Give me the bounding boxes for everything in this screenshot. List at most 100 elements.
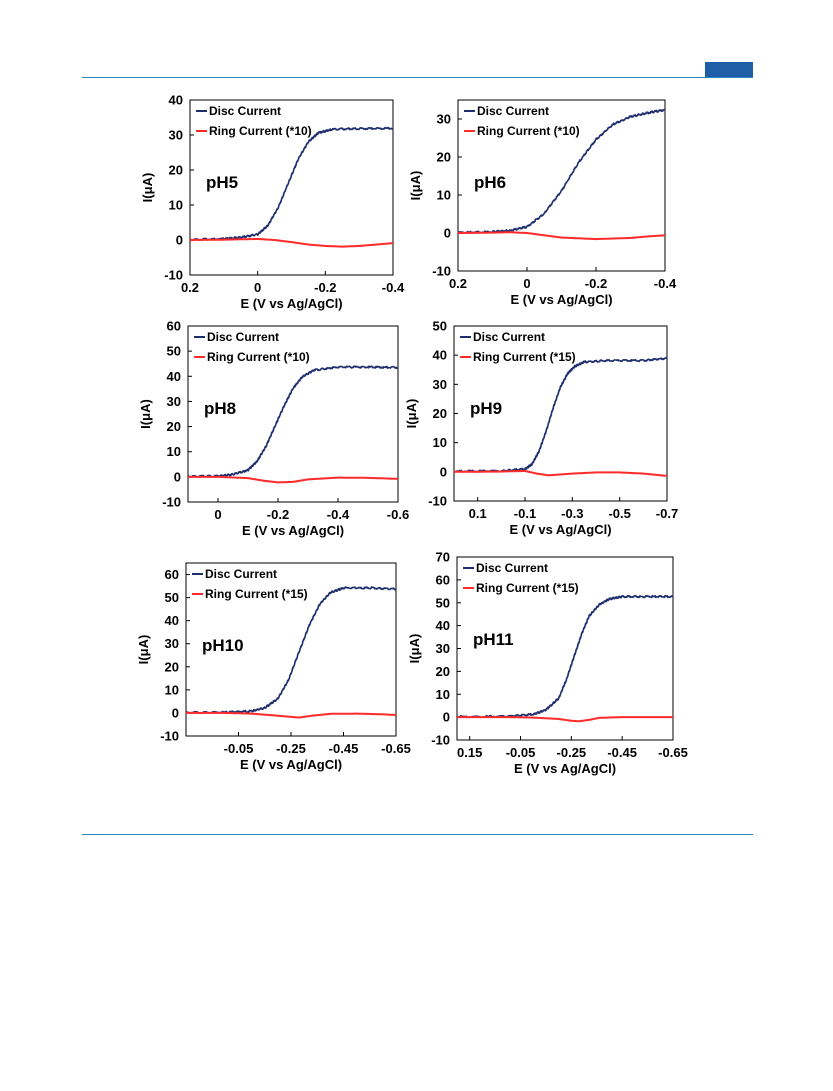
panel-label: pH5 (206, 173, 238, 192)
plot-frame (189, 99, 394, 276)
y-tick-label: -10 (164, 268, 183, 283)
legend-entry: Disc Current (477, 104, 549, 118)
x-tick-label: -0.05 (224, 741, 254, 756)
y-tick-label: 50 (433, 319, 447, 334)
y-axis-label: I(μA) (140, 173, 155, 203)
x-tick-label: -0.05 (506, 745, 536, 760)
header-tab (705, 62, 753, 77)
header-rule (82, 77, 753, 78)
y-tick-label: 30 (169, 128, 183, 143)
panel-label: pH11 (473, 630, 514, 649)
y-tick-label: 20 (169, 163, 183, 178)
legend-entry: Ring Current (*15) (205, 587, 308, 601)
y-axis-label: I(μA) (138, 399, 153, 429)
x-tick-label: -0.2 (585, 276, 607, 291)
panel-label: pH8 (204, 399, 236, 418)
legend-entry: Ring Current (*10) (207, 350, 310, 364)
y-tick-label: 40 (165, 613, 179, 628)
x-tick-label: 0.2 (181, 280, 199, 295)
y-tick-label: -10 (428, 494, 447, 509)
y-tick-label: 30 (437, 112, 451, 127)
x-tick-label: 0.15 (457, 745, 482, 760)
series-line-disc-current (185, 586, 397, 715)
x-tick-label: -0.4 (327, 507, 350, 522)
legend-entry: Ring Current (*10) (477, 124, 580, 138)
y-tick-label: 50 (165, 590, 179, 605)
legend-entry: Disc Current (476, 561, 548, 575)
y-tick-label: 0 (176, 233, 183, 248)
x-tick-label: 0 (214, 507, 221, 522)
legend-entry: Ring Current (*15) (476, 581, 579, 595)
x-axis-label: E (V vs Ag/AgCl) (514, 761, 616, 776)
y-tick-label: 50 (436, 595, 450, 610)
plot-frame (457, 99, 666, 272)
series-line-disc-current (457, 108, 666, 234)
y-tick-label: 40 (169, 93, 183, 108)
x-tick-label: -0.65 (658, 745, 688, 760)
y-tick-label: 10 (433, 435, 447, 450)
x-tick-label: -0.7 (656, 506, 678, 521)
y-tick-label: 0 (172, 705, 179, 720)
series-line-disc-current (187, 365, 399, 479)
x-tick-label: -0.6 (387, 507, 409, 522)
chart-panel-pH6: -10 0 10 20 30 0.2 0 -0.2 -0.4 E (V vs Ag/AgCl) I(… (408, 99, 677, 307)
y-tick-label: 50 (167, 344, 181, 359)
x-axis-label: E (V vs Ag/AgCl) (240, 296, 342, 311)
chart-panel-pH10: -10 0 10 20 30 40 50 60 -0.05 -0.25 -0.45 -0.65 E (V… (136, 562, 411, 772)
panel-label: pH6 (474, 173, 506, 192)
y-tick-label: 30 (436, 641, 450, 656)
y-tick-label: -10 (162, 495, 181, 510)
legend-entry: Disc Current (207, 330, 279, 344)
legend-entry: Ring Current (*15) (473, 350, 576, 364)
y-tick-label: -10 (160, 729, 179, 744)
legend-entry: Disc Current (209, 104, 281, 118)
series-line-ring-current (187, 475, 399, 484)
series-line-ring-current (456, 716, 674, 723)
y-tick-label: 20 (165, 659, 179, 674)
panel-label: pH10 (202, 636, 244, 655)
x-tick-label: -0.2 (314, 280, 336, 295)
y-tick-label: 40 (436, 618, 450, 633)
series-line-ring-current (185, 711, 397, 719)
y-tick-label: 0 (440, 464, 447, 479)
x-tick-label: -0.45 (329, 741, 359, 756)
y-tick-label: 60 (165, 567, 179, 582)
x-tick-label: -0.3 (561, 506, 583, 521)
x-tick-label: -0.5 (608, 506, 630, 521)
series-line-ring-current (457, 231, 666, 241)
legend-entry: Ring Current (*10) (209, 124, 312, 138)
chart-panel-pH8: -10 0 10 20 30 40 50 60 0 -0.2 -0.4 -0.6 E (V vs Ag/… (138, 319, 409, 539)
x-tick-label: -0.65 (381, 741, 411, 756)
x-tick-label: -0.25 (276, 741, 306, 756)
x-tick-label: -0.4 (654, 276, 677, 291)
y-tick-label: -10 (432, 264, 451, 279)
y-axis-label: I(μA) (136, 635, 151, 665)
x-tick-label: 0.1 (469, 506, 487, 521)
y-tick-label: 60 (167, 319, 181, 334)
x-tick-label: -0.45 (607, 745, 637, 760)
series-line-disc-current (453, 356, 668, 473)
x-axis-label: E (V vs Ag/AgCl) (510, 292, 612, 307)
series-line-disc-current (456, 594, 674, 719)
x-tick-label: -0.2 (267, 507, 289, 522)
y-axis-label: I(μA) (404, 399, 419, 429)
y-tick-label: 10 (436, 687, 450, 702)
legend-entry: Disc Current (205, 567, 277, 581)
series-line-disc-current (189, 126, 394, 242)
x-tick-label: 0 (523, 276, 530, 291)
y-tick-label: 20 (436, 664, 450, 679)
x-axis-label: E (V vs Ag/AgCl) (240, 757, 342, 772)
chart-panel-pH9: -10 0 10 20 30 40 50 0.1 -0.1 -0.3 -0.5 -0.7 E (V vs… (404, 319, 678, 538)
plot-frame (187, 325, 399, 503)
y-tick-label: 10 (169, 198, 183, 213)
y-tick-label: 10 (165, 682, 179, 697)
x-tick-label: -0.4 (382, 280, 405, 295)
y-tick-label: 0 (174, 469, 181, 484)
y-tick-label: 10 (167, 444, 181, 459)
x-tick-label: -0.25 (557, 745, 587, 760)
y-tick-label: 30 (167, 394, 181, 409)
chart-panel-pH11: -10 0 10 20 30 40 50 60 70 0.15 -0.05 -0.25 -0.45 -0.… (407, 550, 688, 777)
chart-panel-pH5: -10 0 10 20 30 40 0.2 0 -0.2 -0.4 E (V vs Ag/AgCl)… (140, 93, 405, 312)
y-tick-label: 40 (433, 348, 447, 363)
